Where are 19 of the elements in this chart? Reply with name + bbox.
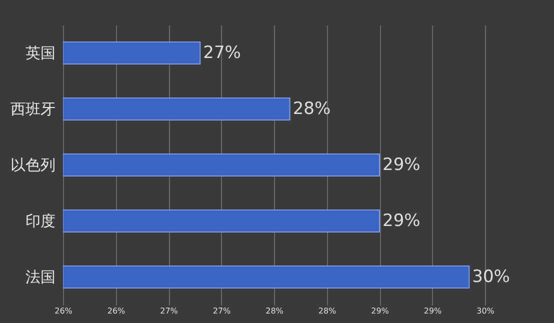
y-tick-label: 英国 xyxy=(26,44,56,62)
x-tick-label: 28% xyxy=(318,306,337,316)
x-tick-label: 27% xyxy=(160,306,178,316)
y-tick-label: 以色列 xyxy=(10,156,56,174)
x-tick-label: 29% xyxy=(424,306,442,316)
x-tick-label: 28% xyxy=(266,306,284,316)
x-tick-label: 26% xyxy=(107,306,126,316)
data-label: 27% xyxy=(203,43,241,63)
y-tick-label: 西班牙 xyxy=(10,100,56,118)
y-tick-label: 印度 xyxy=(26,212,56,230)
x-tick-label: 29% xyxy=(371,306,390,316)
y-tick-label: 法国 xyxy=(26,268,56,286)
data-label: 29% xyxy=(382,211,420,231)
x-tick-label: 26% xyxy=(54,306,73,316)
x-tick-label: 27% xyxy=(212,306,232,316)
x-tick-label: 30% xyxy=(476,306,495,316)
data-label: 29% xyxy=(382,155,420,175)
data-label: 28% xyxy=(292,99,331,119)
data-label: 30% xyxy=(472,267,510,287)
